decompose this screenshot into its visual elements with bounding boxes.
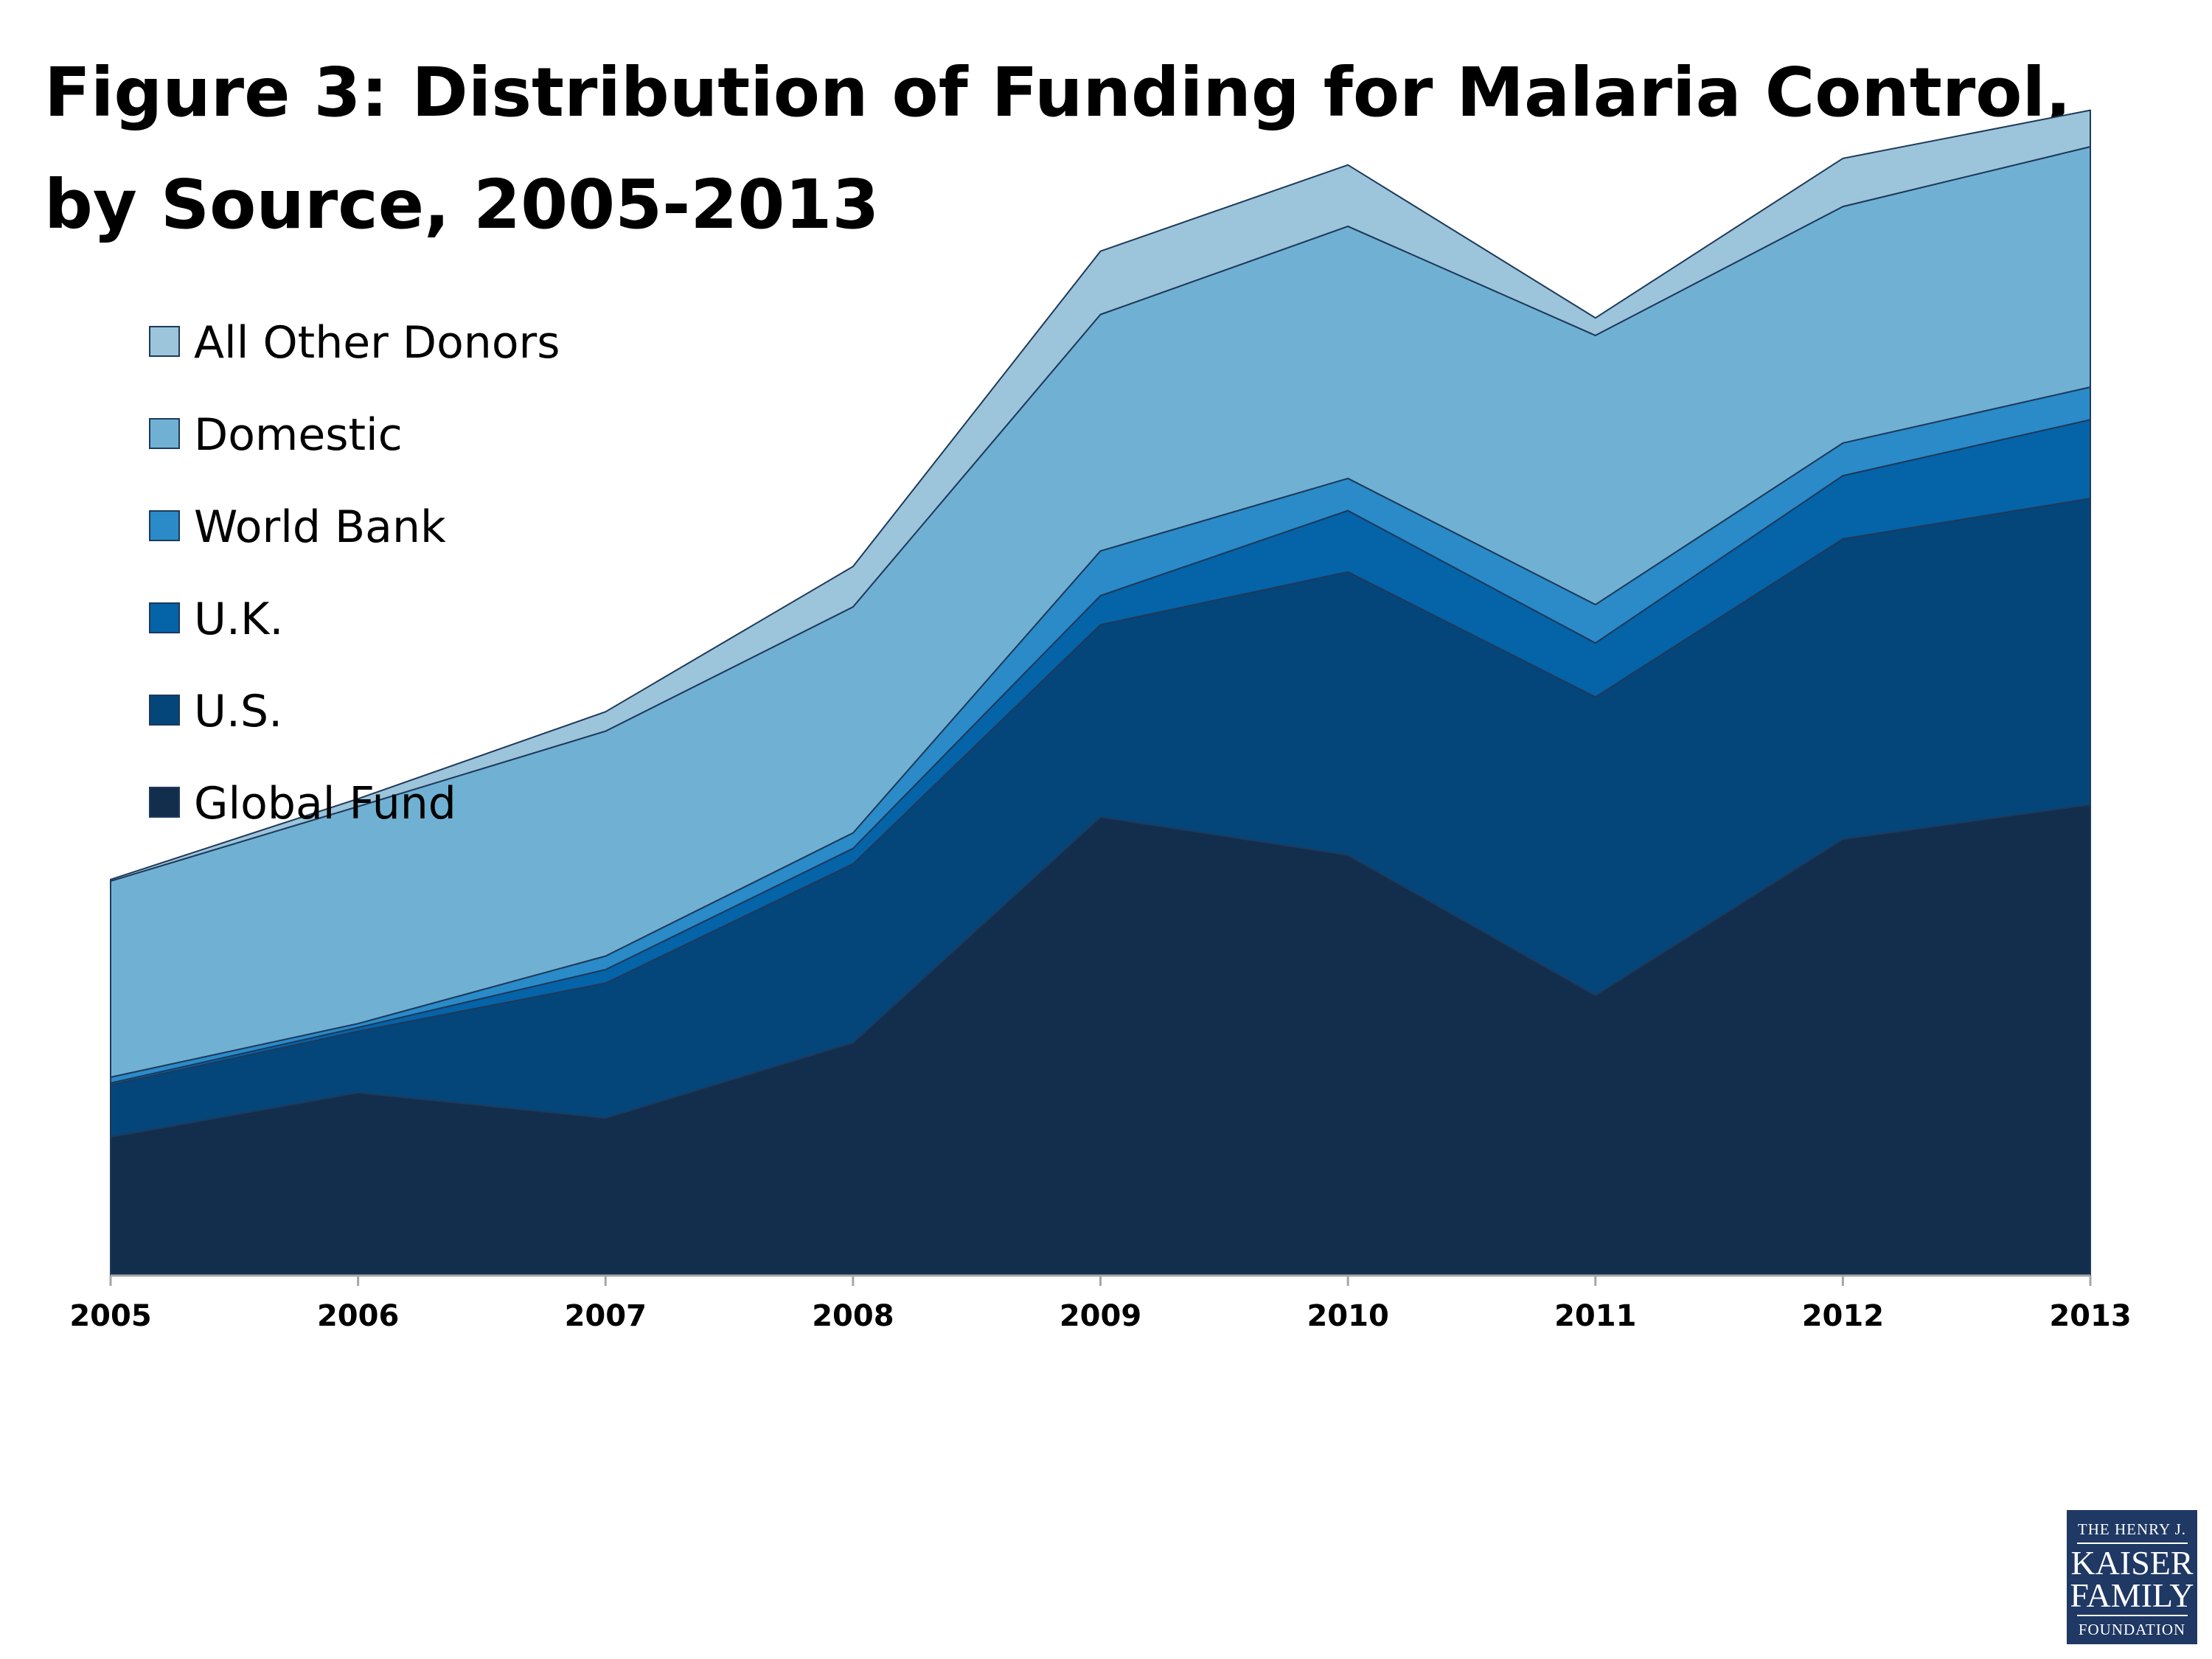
x-tick-label-2008: 2008 xyxy=(812,1299,894,1333)
logo-line-4: FOUNDATION xyxy=(2078,1621,2186,1638)
x-tick-label-2013: 2013 xyxy=(2049,1299,2131,1333)
area-all-other-donors xyxy=(110,109,2091,882)
chart-areas xyxy=(110,109,2091,1276)
legend-swatch-all-other-donors xyxy=(149,326,180,357)
x-tick-label-2010: 2010 xyxy=(1307,1299,1388,1333)
legend: All Other Donors Domestic World Bank U.K. U.… xyxy=(149,317,560,830)
legend-swatch-u-s xyxy=(149,695,180,726)
x-tick-label-2007: 2007 xyxy=(565,1299,647,1333)
legend-swatch-global-fund xyxy=(149,787,180,818)
legend-label-u-k: U.K. xyxy=(194,594,283,645)
logo-line-1: THE HENRY J. xyxy=(2077,1520,2187,1538)
legend-label-u-s: U.S. xyxy=(194,686,282,737)
legend-swatch-world-bank xyxy=(149,510,180,541)
legend-label-domestic: Domestic xyxy=(194,409,403,461)
x-tick-label-2012: 2012 xyxy=(1802,1299,1884,1333)
legend-label-all-other-donors: All Other Donors xyxy=(194,317,560,369)
kff-logo: THE HENRY J. KAISER FAMILY FOUNDATION xyxy=(2067,1510,2197,1644)
logo-line-2: KAISER xyxy=(2070,1544,2194,1582)
logo-line-3: FAMILY xyxy=(2070,1576,2194,1614)
x-tick-label-2009: 2009 xyxy=(1060,1299,1141,1333)
x-tick-label-2011: 2011 xyxy=(1554,1299,1636,1333)
legend-swatch-domestic xyxy=(149,418,180,449)
legend-swatch-u-k xyxy=(149,602,180,633)
x-axis: 2005 2006 2007 2008 2009 2010 2011 2012 2013 xyxy=(69,1274,2132,1333)
x-tick-label-2006: 2006 xyxy=(317,1299,399,1333)
legend-label-world-bank: World Bank xyxy=(194,501,446,553)
x-tick-label-2005: 2005 xyxy=(69,1299,151,1333)
legend-label-global-fund: Global Fund xyxy=(194,778,456,830)
page-title: Figure 3: Distribution of Funding for Ma… xyxy=(44,53,2071,244)
